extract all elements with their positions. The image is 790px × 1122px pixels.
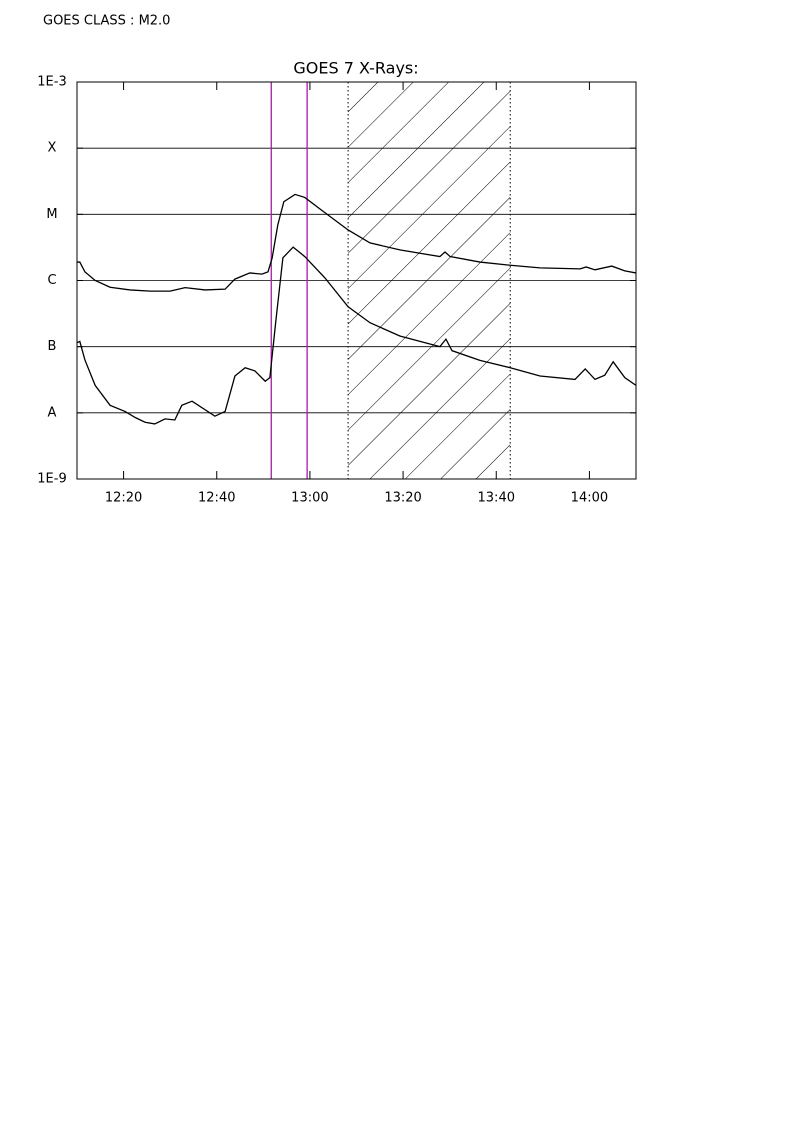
y-tick-label: 1E-3 <box>37 75 66 90</box>
x-tick-label: 12:20 <box>105 491 142 506</box>
y-tick-label: C <box>47 273 56 288</box>
flux-line <box>77 193 636 292</box>
chart-title: GOES 7 X-Rays: <box>293 59 418 78</box>
x-tick-label: 13:40 <box>478 491 515 506</box>
y-tick-label: A <box>48 405 57 420</box>
y-tick-label: B <box>48 339 57 354</box>
y-tick-label: X <box>48 141 57 156</box>
plot-frame <box>76 81 637 480</box>
x-tick-label: 12:40 <box>198 491 235 506</box>
y-tick-label: M <box>46 207 57 222</box>
goes-class-annotation: GOES CLASS : M2.0 <box>43 14 170 29</box>
plot-layer: 1E-9 A B C M X 1E-3 12:20 12:40 13:00 13:20 13:40 14… <box>37 75 636 506</box>
x-tick-label: 13:00 <box>291 491 328 506</box>
x-tick-label: 14:00 <box>571 491 608 506</box>
y-tick-label: 1E-9 <box>37 472 66 487</box>
flux-line <box>77 246 636 425</box>
x-tick-label: 13:20 <box>384 491 421 506</box>
